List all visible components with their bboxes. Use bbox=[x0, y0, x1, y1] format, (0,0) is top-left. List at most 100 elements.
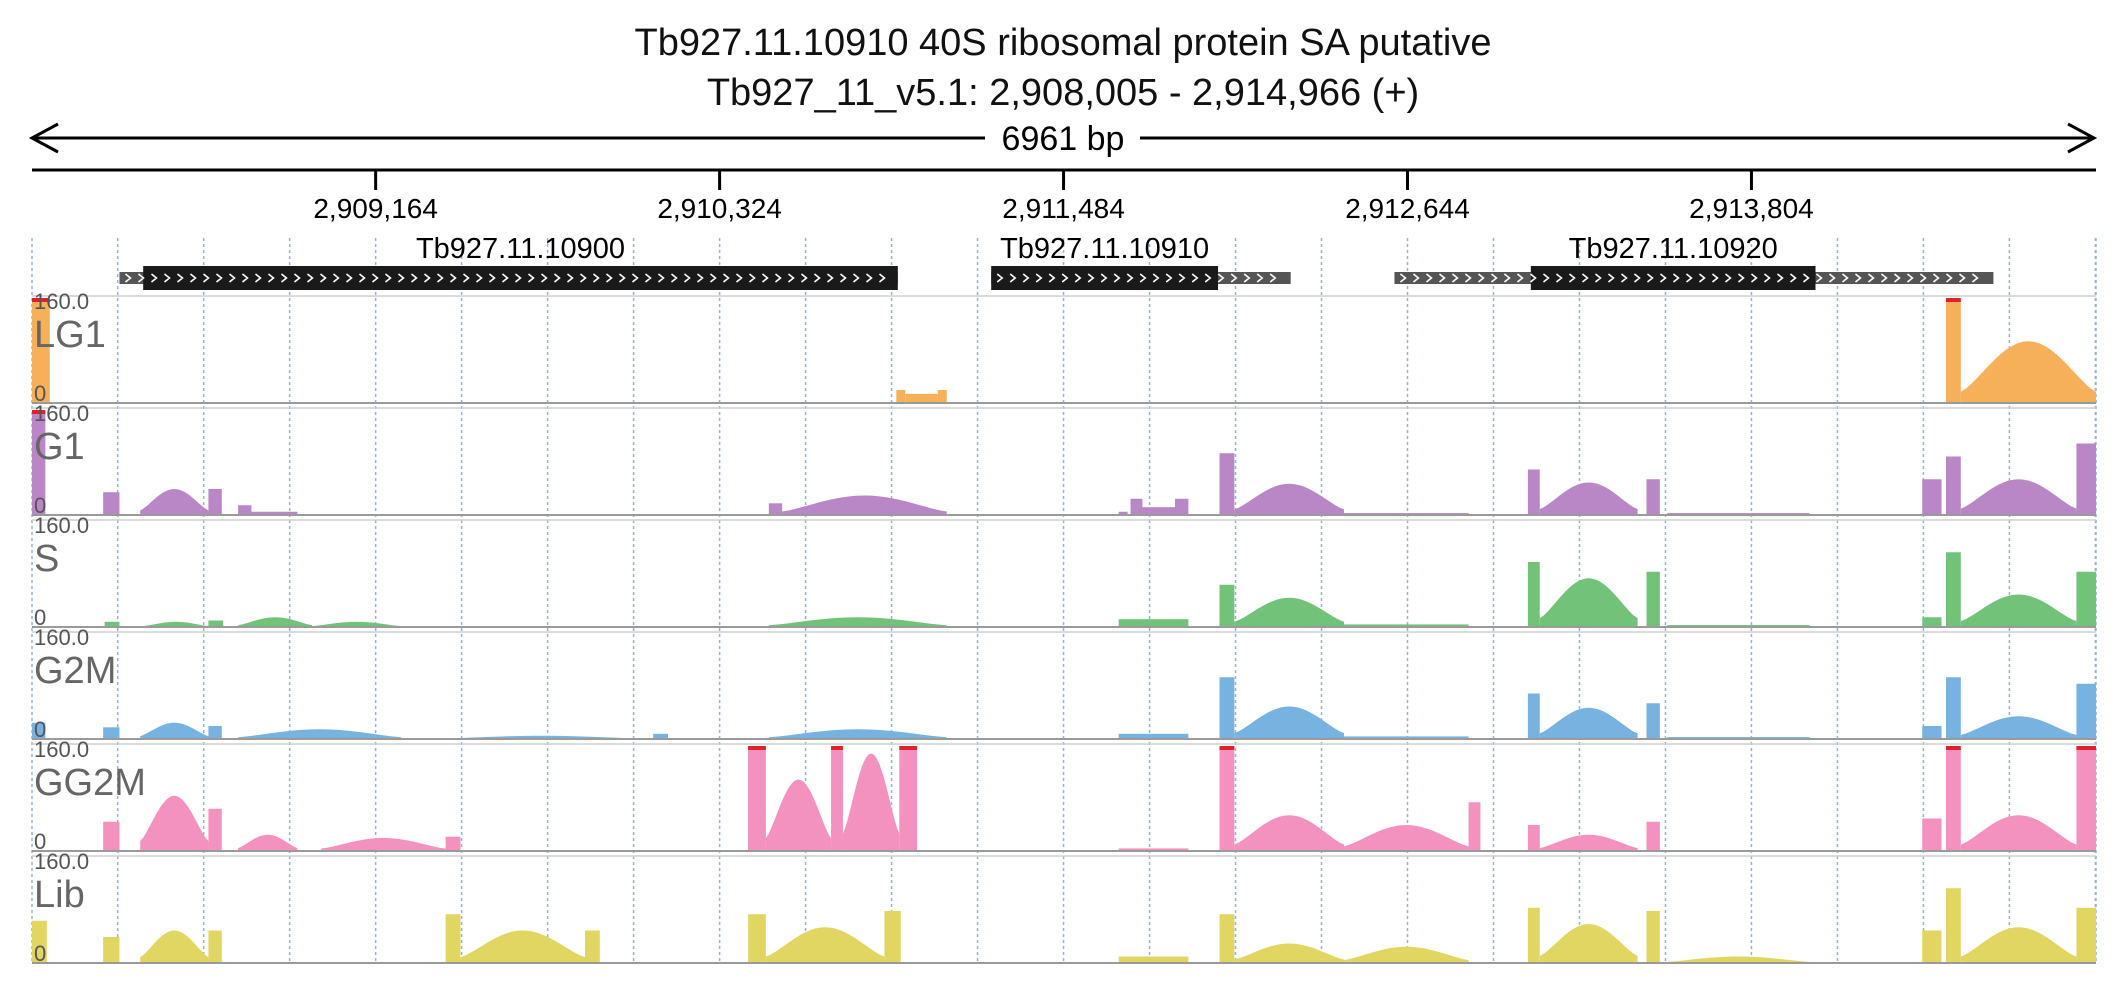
coverage-bar bbox=[445, 836, 461, 851]
coverage-bar bbox=[2076, 443, 2096, 515]
strand-chevrons bbox=[124, 273, 886, 283]
coverage-bar bbox=[238, 505, 252, 515]
coverage-bar bbox=[1945, 299, 1961, 403]
coverage-area bbox=[312, 621, 402, 627]
coverage-bar bbox=[1219, 677, 1235, 739]
coverage-bar bbox=[896, 390, 906, 403]
track-ymin-label: 0 bbox=[34, 381, 46, 406]
coverage-bar bbox=[584, 930, 600, 963]
gene-label: Tb927.11.10920 bbox=[1569, 233, 1778, 265]
coverage-area bbox=[768, 617, 947, 627]
coverage-bar bbox=[1344, 736, 1469, 739]
coverage-area bbox=[1539, 482, 1638, 515]
coverage-bar bbox=[32, 299, 50, 403]
coverage-bar bbox=[768, 503, 783, 515]
clip-marker bbox=[899, 746, 918, 750]
coverage-area bbox=[1234, 706, 1345, 739]
track-name-label: S bbox=[34, 538, 59, 580]
track-name-label: G2M bbox=[34, 650, 116, 692]
coverage-area bbox=[238, 729, 402, 739]
coverage-bar bbox=[1219, 747, 1235, 851]
strand-chevrons bbox=[1399, 273, 1979, 283]
gene-Tb927.11.10910: Tb927.11.10910 bbox=[991, 233, 1291, 290]
coverage-area bbox=[1234, 815, 1345, 851]
gene-label: Tb927.11.10910 bbox=[1000, 233, 1209, 265]
coverage-area bbox=[321, 838, 446, 851]
coverage-bar bbox=[653, 733, 669, 739]
coverage-bar bbox=[1344, 624, 1469, 627]
coverage-bar bbox=[1945, 456, 1961, 515]
clip-marker bbox=[1945, 298, 1961, 302]
coverage-bar bbox=[1945, 747, 1961, 851]
coverage-bar bbox=[251, 511, 298, 515]
track-ymin-label: 0 bbox=[34, 605, 46, 630]
coverage-bar bbox=[2076, 683, 2096, 739]
coverage-area bbox=[140, 489, 209, 515]
coverage-bar bbox=[2076, 907, 2096, 963]
track-name-label: LG1 bbox=[34, 314, 106, 356]
gene-track: Tb927.11.10900 Tb927.11.10910 Tb927.11.109… bbox=[119, 233, 1994, 290]
coverage-bar bbox=[1130, 498, 1143, 515]
coverage-bar bbox=[208, 620, 224, 627]
coverage-area bbox=[768, 729, 947, 739]
coverage-bar bbox=[1219, 453, 1235, 515]
span-label-backdrop bbox=[985, 118, 1140, 158]
track-ymax-label: 160.0 bbox=[34, 625, 89, 650]
coverage-bar bbox=[208, 489, 222, 515]
gene-Tb927.11.10900: Tb927.11.10900 bbox=[119, 233, 898, 290]
span-arrow-right-icon bbox=[2067, 122, 2098, 154]
track-ymax-label: 160.0 bbox=[34, 513, 89, 538]
track-name-label: G1 bbox=[34, 426, 85, 468]
coverage-bar bbox=[1646, 911, 1660, 963]
coverage-bar bbox=[1118, 733, 1189, 739]
coverage-bar bbox=[1922, 617, 1942, 627]
ruler-tick-label: 2,910,324 bbox=[657, 193, 782, 224]
coverage-bar bbox=[208, 930, 222, 963]
coverage-bar bbox=[1527, 907, 1540, 963]
coverage-bar bbox=[1527, 825, 1540, 851]
coverage-area bbox=[782, 495, 947, 515]
gene-Tb927.11.10920: Tb927.11.10920 bbox=[1394, 233, 1994, 290]
track-G1: 160.0G1 0 bbox=[32, 401, 2096, 518]
coverage-area bbox=[842, 753, 900, 851]
coverage-bar bbox=[1219, 914, 1235, 963]
coverage-area bbox=[460, 930, 585, 963]
coverage-bar bbox=[905, 393, 938, 403]
ruler-tick-label: 2,911,484 bbox=[1002, 193, 1125, 224]
track-ymin-label: 0 bbox=[34, 493, 46, 518]
ruler-tick-label: 2,909,164 bbox=[313, 193, 438, 224]
coverage-area bbox=[1539, 578, 1638, 627]
coverage-area bbox=[140, 722, 209, 739]
coverage-bar bbox=[1945, 888, 1961, 963]
coverage-bar bbox=[1922, 818, 1942, 851]
track-S: 160.0S 0 bbox=[32, 513, 2096, 630]
coverage-bar bbox=[1118, 619, 1189, 627]
coverage-bar bbox=[1922, 726, 1942, 739]
track-name-label: Lib bbox=[34, 874, 85, 916]
gene-cds bbox=[1530, 266, 1816, 290]
ruler-tick-label: 2,913,804 bbox=[1689, 193, 1814, 224]
coverage-area bbox=[1960, 815, 2077, 851]
locus-coordinates: Tb927_11_v5.1: 2,908,005 - 2,914,966 (+) bbox=[706, 72, 1420, 114]
coverage-bar bbox=[208, 808, 222, 851]
coverage-bar bbox=[884, 911, 901, 963]
coverage-area bbox=[1539, 707, 1638, 739]
coverage-bar bbox=[1945, 677, 1961, 739]
coverage-bar bbox=[899, 747, 918, 851]
span-arrow: 6961 bp bbox=[28, 118, 2098, 158]
coverage-area bbox=[1960, 341, 2096, 403]
coverage-bar bbox=[1922, 930, 1942, 963]
coverage-area bbox=[238, 617, 313, 627]
coverage-area bbox=[1344, 946, 1469, 963]
ruler-ticks: 2,909,164 2,910,324 2,911,484 2,912,644 2,91… bbox=[313, 170, 1814, 224]
coverage-bar bbox=[103, 492, 120, 515]
coverage-area bbox=[1234, 943, 1345, 963]
clip-marker bbox=[1945, 746, 1961, 750]
coverage-area bbox=[765, 927, 885, 963]
grid-lines bbox=[31, 238, 2097, 962]
coverage-bar bbox=[1219, 584, 1235, 627]
coverage-bar bbox=[1922, 479, 1942, 515]
